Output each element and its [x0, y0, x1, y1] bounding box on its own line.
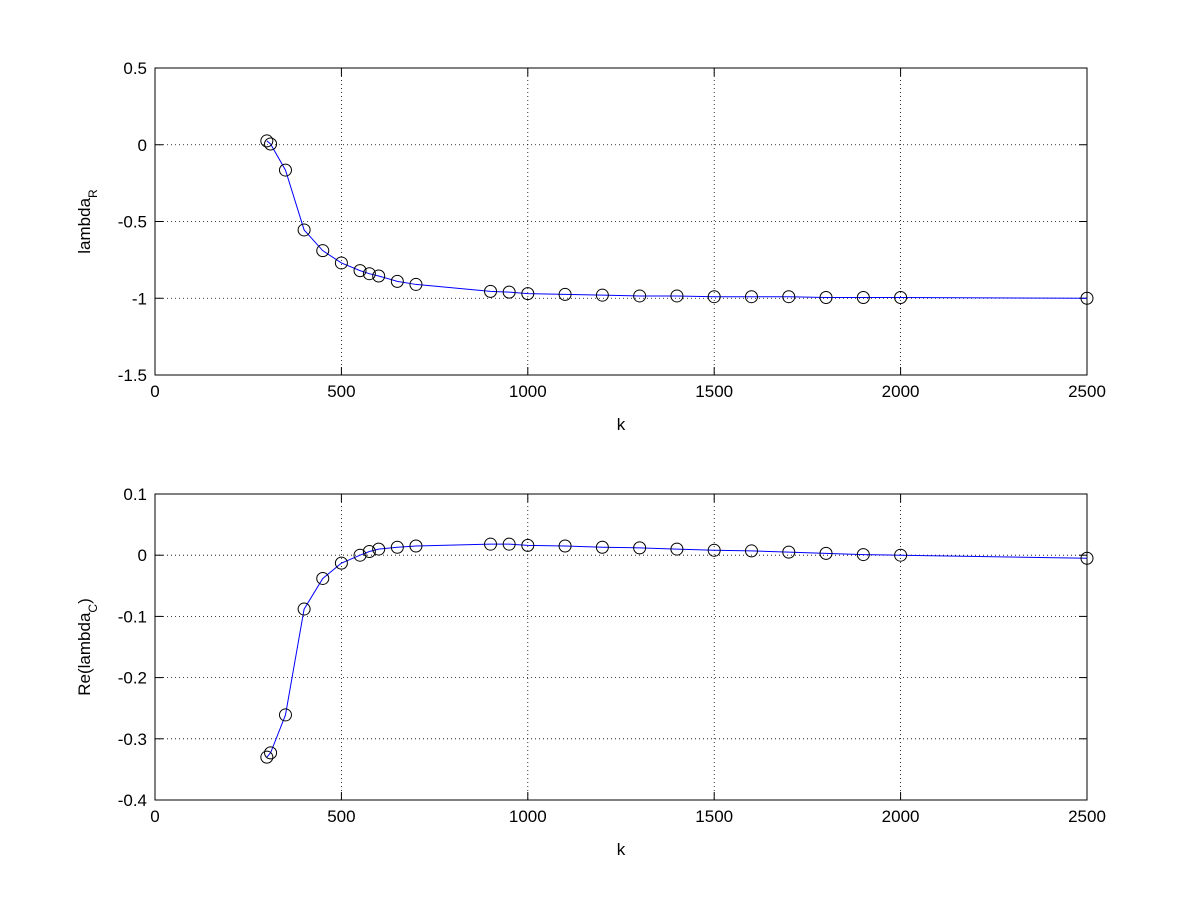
data-marker	[894, 290, 908, 304]
data-marker	[334, 556, 348, 570]
y-tick-label: -1	[132, 289, 147, 308]
data-marker	[278, 708, 292, 722]
x-tick-label: 2500	[1068, 382, 1106, 401]
x-tick-label: 500	[327, 807, 355, 826]
y-axis-label: lambdaR	[75, 189, 100, 254]
data-marker	[390, 540, 404, 554]
x-tick-label: 500	[327, 382, 355, 401]
data-marker	[595, 540, 609, 554]
data-marker	[362, 267, 376, 281]
data-marker	[264, 137, 278, 151]
y-tick-label: -0.2	[118, 669, 147, 688]
data-marker	[297, 223, 311, 237]
data-marker	[670, 289, 684, 303]
x-tick-label: 1000	[509, 382, 547, 401]
data-marker	[260, 134, 274, 148]
subplot: 0 500 1000 1500 2000 2500 -1.5 -1 -0.5 0 0.5 k lambd…	[75, 59, 1106, 434]
y-axis-label-part: lambda	[75, 197, 94, 253]
y-tick-label: 0.1	[123, 485, 147, 504]
x-axis-label: k	[617, 415, 626, 434]
data-marker	[1080, 551, 1094, 565]
data-marker	[316, 244, 330, 258]
data-marker	[484, 537, 498, 551]
data-marker	[558, 287, 572, 301]
x-tick-label: 2000	[882, 807, 920, 826]
data-marker	[502, 285, 516, 299]
y-axis-label: Re(lambdaC)	[75, 598, 100, 696]
data-marker	[1080, 291, 1094, 305]
y-tick-label: 0	[138, 546, 147, 565]
data-marker	[782, 545, 796, 559]
data-marker	[484, 284, 498, 298]
data-marker	[633, 289, 647, 303]
y-tick-label: -0.3	[118, 730, 147, 749]
x-tick-label: 1500	[695, 807, 733, 826]
data-marker	[362, 545, 376, 559]
data-marker	[856, 290, 870, 304]
data-marker	[409, 277, 423, 291]
data-marker	[316, 571, 330, 585]
axes-box	[154, 67, 1088, 376]
data-marker	[744, 544, 758, 558]
x-tick-label: 0	[150, 807, 159, 826]
data-marker	[353, 548, 367, 562]
data-marker	[297, 602, 311, 616]
y-tick-label: -0.4	[118, 791, 147, 810]
x-tick-label: 1000	[509, 807, 547, 826]
x-tick-label: 2500	[1068, 807, 1106, 826]
y-tick-label: 0	[138, 136, 147, 155]
y-tick-label: -0.1	[118, 607, 147, 626]
y-tick-label: -0.5	[118, 213, 147, 232]
data-marker	[707, 543, 721, 557]
data-marker	[278, 163, 292, 177]
data-marker	[744, 290, 758, 304]
x-tick-label: 2000	[882, 382, 920, 401]
data-marker	[595, 288, 609, 302]
data-marker	[260, 750, 274, 764]
x-tick-label: 1500	[695, 382, 733, 401]
data-marker	[558, 539, 572, 553]
data-marker	[894, 548, 908, 562]
data-marker	[409, 539, 423, 553]
data-marker	[633, 541, 647, 555]
data-marker	[819, 290, 833, 304]
subplot: 0 500 1000 1500 2000 2500 -0.4 -0.3 -0.2 -0.1 0 0.1…	[75, 485, 1106, 859]
y-axis-label-part: )	[75, 598, 94, 604]
axes-box	[154, 493, 1088, 801]
x-axis-label: k	[617, 840, 626, 859]
data-marker	[502, 537, 516, 551]
data-marker	[372, 542, 386, 556]
data-marker	[390, 274, 404, 288]
plot-area	[155, 494, 1087, 800]
data-marker	[782, 290, 796, 304]
data-marker	[856, 548, 870, 562]
data-marker	[372, 269, 386, 283]
data-line	[266, 140, 1088, 299]
data-marker	[334, 256, 348, 270]
data-marker	[707, 290, 721, 304]
data-marker	[353, 264, 367, 278]
y-tick-label: -1.5	[118, 366, 147, 385]
data-marker	[521, 538, 535, 552]
data-marker	[521, 287, 535, 301]
y-axis-label-part: R	[86, 189, 100, 198]
data-marker	[264, 746, 278, 760]
data-marker	[819, 546, 833, 560]
y-axis-label-part: C	[86, 604, 100, 613]
y-tick-label: 0.5	[123, 59, 147, 78]
y-axis-label-part: Re(lambda	[75, 612, 94, 696]
x-tick-label: 0	[150, 382, 159, 401]
data-line	[266, 543, 1088, 758]
data-marker	[670, 542, 684, 556]
